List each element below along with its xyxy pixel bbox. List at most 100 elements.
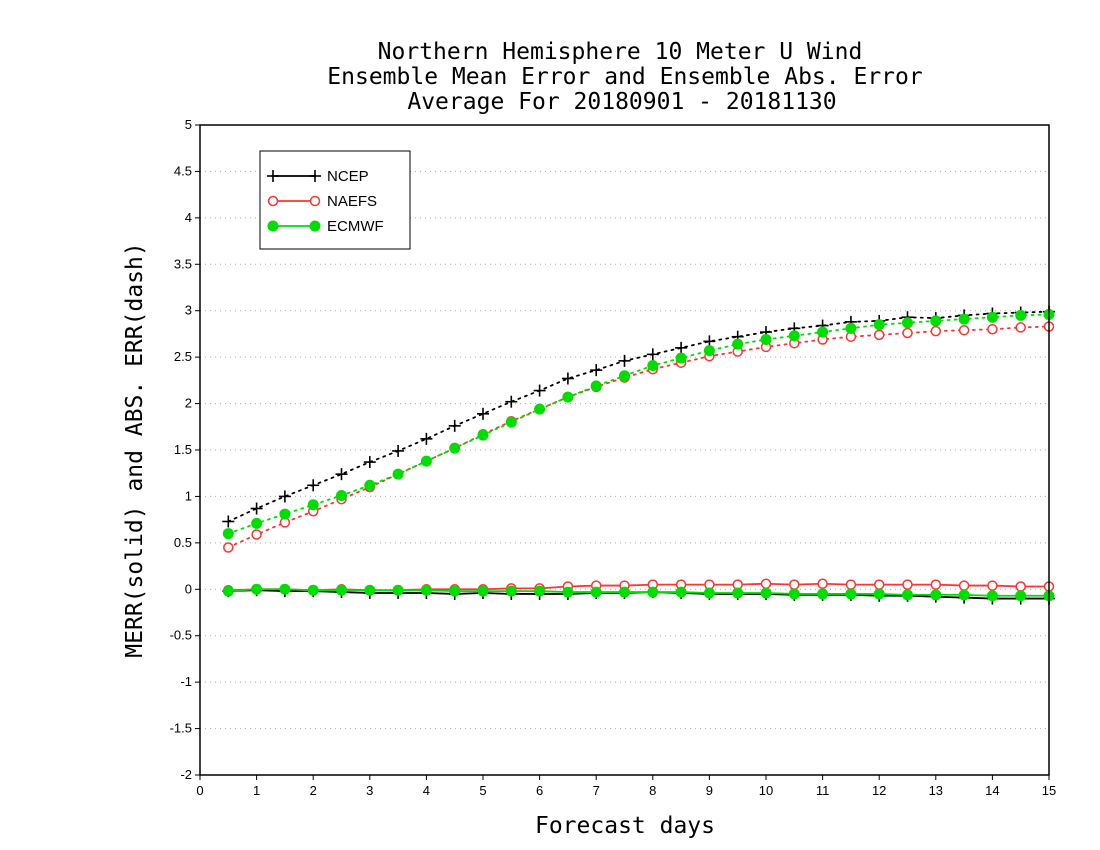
- mean-err-point: [902, 579, 913, 590]
- abs-err-point: [222, 528, 234, 540]
- abs-err-point: [392, 468, 404, 480]
- series-naefs: [223, 321, 1055, 596]
- y-tick-label: 1: [185, 488, 192, 503]
- mean-err-point: [760, 587, 772, 599]
- legend-item-ecmwf: ECMWF: [267, 218, 384, 235]
- y-tick-label: 1.5: [174, 442, 192, 457]
- mean-err-point: [703, 587, 715, 599]
- legend: NCEP NAEFS ECMWF: [259, 150, 411, 250]
- x-tick-label: 1: [253, 783, 260, 798]
- legend-marker: [267, 170, 279, 182]
- y-tick-label: 4.5: [174, 163, 192, 178]
- abs-err-point: [307, 479, 320, 492]
- mean-err-point: [420, 584, 432, 596]
- mean-err-point: [336, 584, 347, 596]
- abs-err-point: [251, 529, 262, 540]
- mean-err-point: [364, 584, 376, 596]
- x-axis-label: Forecast days: [535, 813, 715, 839]
- legend-label: NCEP: [327, 168, 369, 185]
- legend-marker: [309, 220, 321, 232]
- series-layer: [222, 305, 1055, 605]
- mean-err-point: [873, 579, 885, 590]
- plot-frame: [199, 124, 1050, 776]
- series-ncep: [222, 305, 1055, 605]
- x-tick-label: 0: [196, 783, 203, 798]
- abs-err-point: [760, 334, 772, 345]
- mean-err-point: [619, 586, 630, 598]
- y-tick-label: 4: [185, 210, 192, 225]
- series-ecmwf: [222, 308, 1055, 602]
- mean-err-point: [788, 588, 800, 600]
- mean-err-point: [732, 587, 744, 599]
- abs-err-point: [477, 407, 489, 420]
- chart-title-line-3: Average For 20180901 - 20181130: [407, 89, 836, 115]
- y-tick-label: 3.5: [174, 256, 192, 271]
- abs-err-point: [902, 317, 913, 329]
- abs-err-point: [420, 432, 433, 445]
- abs-err-point: [902, 327, 913, 339]
- abs-err-point: [930, 325, 942, 337]
- mean-err-point: [534, 585, 546, 597]
- x-tick-label: 9: [706, 783, 713, 798]
- x-tick-label: 14: [985, 783, 999, 798]
- legend-label: ECMWF: [327, 218, 384, 235]
- abs-err-point: [788, 330, 800, 342]
- x-tick-label: 4: [423, 783, 430, 798]
- mean-err-point: [1015, 581, 1026, 592]
- y-tick-label: -0.5: [170, 628, 192, 643]
- mean-err-point: [930, 579, 942, 590]
- abs-err-point: [1015, 322, 1026, 333]
- abs-err-point: [335, 468, 348, 481]
- mean-err-point: [222, 585, 234, 597]
- x-axis-ticks: 0 1 2 3 4 5 6 7 8 9 10 11 12 13 14 15: [196, 775, 1056, 798]
- mean-err-point: [789, 579, 800, 590]
- mean-err-point: [845, 588, 857, 600]
- mean-err-point: [817, 588, 829, 600]
- y-tick-label: 3: [185, 303, 192, 318]
- abs-err-point: [646, 348, 659, 361]
- abs-err-point: [590, 364, 603, 377]
- mean-err-point: [1015, 590, 1027, 602]
- abs-err-point: [364, 479, 376, 491]
- abs-err-point: [477, 429, 489, 441]
- abs-err-point: [420, 455, 432, 467]
- abs-err-point: [987, 324, 998, 335]
- y-tick-label: 2: [185, 396, 192, 411]
- abs-err-point: [958, 324, 970, 336]
- abs-err-point: [250, 502, 263, 515]
- legend-item-ncep: NCEP: [267, 168, 369, 185]
- abs-err-point: [873, 319, 885, 331]
- chart-title: Northern Hemisphere 10 Meter U Wind Ense…: [327, 39, 922, 115]
- chart-title-line-1: Northern Hemisphere 10 Meter U Wind: [378, 39, 863, 65]
- y-tick-label: -2: [180, 767, 192, 782]
- abs-err-point: [534, 403, 546, 415]
- abs-err-point: [1015, 309, 1027, 321]
- abs-err-point: [817, 326, 829, 338]
- mean-err-point: [986, 590, 998, 602]
- abs-err-point: [307, 499, 319, 511]
- abs-err-point: [930, 315, 942, 327]
- mean-err-point: [845, 579, 857, 590]
- mean-err-point: [873, 588, 885, 600]
- abs-err-point: [561, 372, 574, 385]
- y-axis-label: MERR(solid) and ABS. ERR(dash): [122, 242, 148, 657]
- x-tick-label: 10: [759, 783, 773, 798]
- abs-err-point: [618, 354, 631, 367]
- x-tick-label: 7: [593, 783, 600, 798]
- abs-err-point: [675, 341, 688, 354]
- legend-marker: [267, 195, 279, 207]
- legend-box: [259, 150, 411, 250]
- abs-err-point: [533, 384, 546, 397]
- abs-err-point: [845, 322, 857, 334]
- mean-err-point: [307, 584, 319, 596]
- mean-err-point: [958, 580, 970, 591]
- x-tick-label: 13: [929, 783, 943, 798]
- y-tick-label: 2.5: [174, 349, 192, 364]
- x-tick-label: 5: [479, 783, 486, 798]
- legend-label: NAEFS: [327, 193, 377, 210]
- abs-err-point: [619, 370, 630, 382]
- abs-err-point: [222, 515, 235, 528]
- y-tick-label: 0.5: [174, 535, 192, 550]
- abs-err-point: [505, 416, 517, 428]
- legend-marker: [309, 195, 321, 207]
